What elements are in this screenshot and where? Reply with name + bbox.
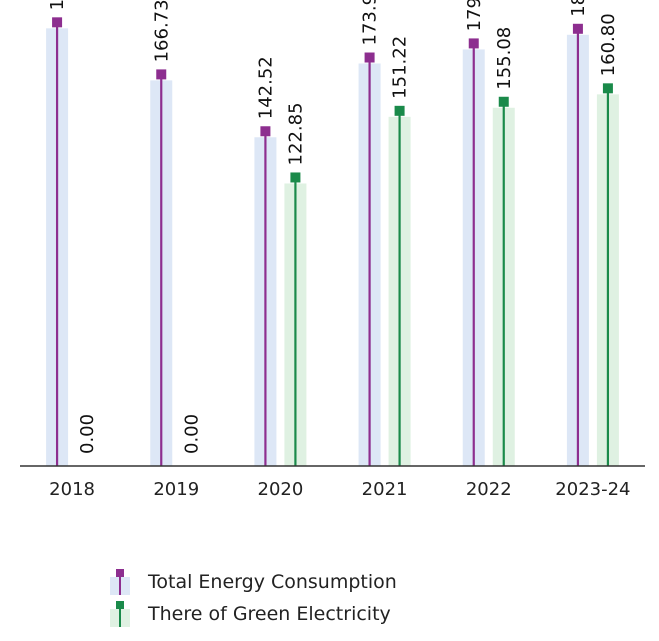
- marker-total-2023-24: [572, 23, 583, 34]
- data-label-total-2022: 179.92: [464, 0, 485, 31]
- chart: 188.90 0.00 2018 166.73 0.00 2019 142.52 122.85…: [20, 0, 645, 500]
- data-label-green-2019: 0.00: [181, 414, 202, 454]
- legend-swatch-green: [110, 601, 130, 627]
- data-label-green-2018: 0.00: [77, 414, 98, 454]
- x-tick-label-2019: 2019: [153, 479, 199, 500]
- marker-green-2022: [498, 96, 509, 107]
- data-label-green-2021: 151.22: [390, 36, 411, 99]
- legend-label-green: There of Green Electricity: [148, 603, 391, 625]
- x-tick-label-2023-24: 2023-24: [555, 479, 630, 500]
- marker-total-2021: [364, 52, 375, 63]
- data-label-total-2023-24: 186.15: [568, 0, 589, 17]
- x-tick-label-2018: 2018: [49, 479, 95, 500]
- data-label-green-2022: 155.08: [494, 27, 515, 90]
- legend-swatch-total-marker: [116, 569, 124, 577]
- marker-total-2022: [468, 38, 479, 49]
- data-label-total-2018: 188.90: [47, 0, 68, 10]
- data-label-green-2020: 122.85: [285, 102, 306, 165]
- x-tick-label-2022: 2022: [466, 479, 512, 500]
- marker-green-2021: [394, 105, 405, 116]
- marker-green-2023-24: [602, 83, 613, 94]
- marker-total-2020: [260, 126, 271, 137]
- legend-swatch-total: [110, 569, 130, 595]
- data-label-total-2020: 142.52: [255, 56, 276, 119]
- legend-label-total: Total Energy Consumption: [148, 571, 397, 593]
- marker-total-2019: [156, 69, 167, 80]
- marker-green-2020: [290, 172, 301, 183]
- data-label-total-2019: 166.73: [151, 0, 172, 62]
- data-label-total-2021: 173.92: [360, 0, 381, 46]
- marker-total-2018: [52, 17, 63, 28]
- x-tick-label-2021: 2021: [362, 479, 408, 500]
- x-tick-label-2020: 2020: [258, 479, 304, 500]
- data-label-green-2023-24: 160.80: [598, 13, 619, 76]
- legend-swatch-green-marker: [116, 601, 124, 609]
